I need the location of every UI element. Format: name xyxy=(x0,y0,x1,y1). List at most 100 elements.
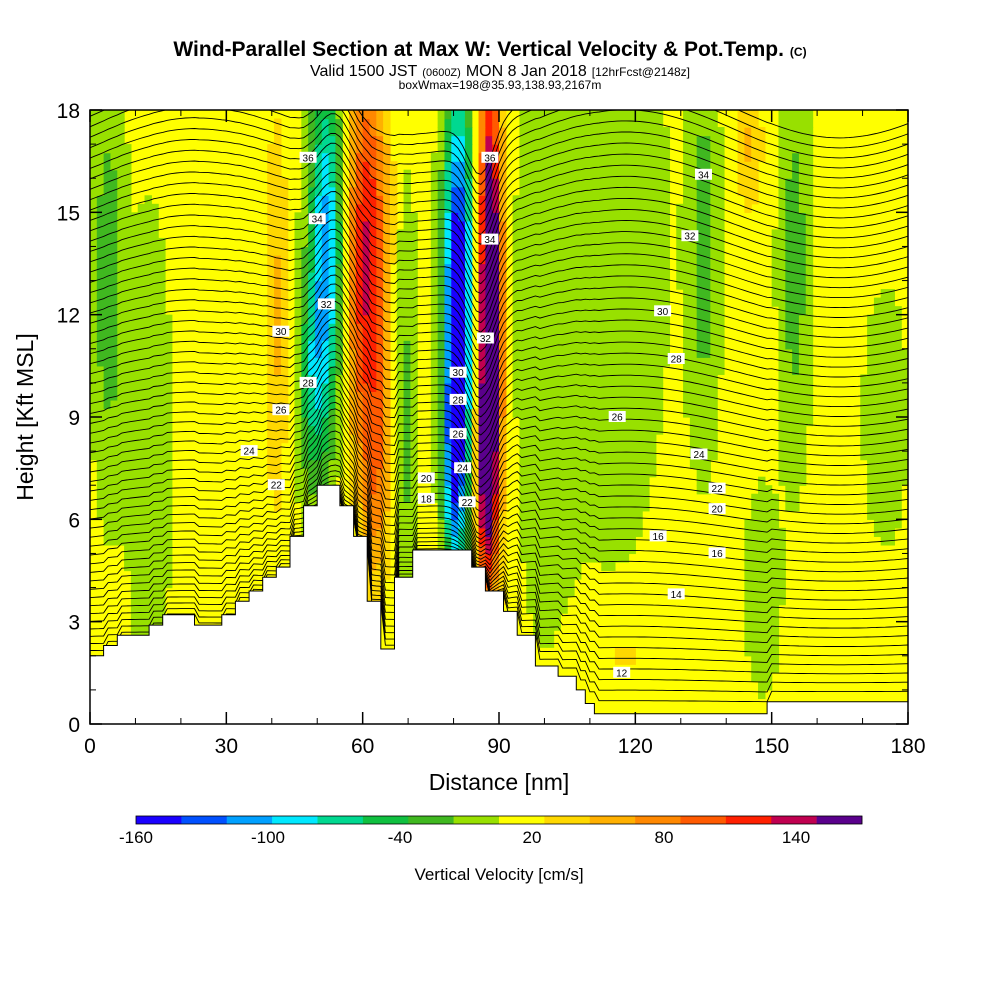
velocity-cell xyxy=(587,519,596,529)
velocity-cell xyxy=(410,417,418,427)
velocity-cell xyxy=(676,254,684,265)
velocity-cell xyxy=(396,459,405,469)
velocity-cell xyxy=(580,493,589,503)
velocity-cell xyxy=(526,306,534,316)
velocity-cell xyxy=(464,536,473,546)
velocity-cell xyxy=(376,289,384,299)
velocity-cell xyxy=(778,144,786,154)
velocity-cell xyxy=(294,434,302,444)
velocity-cell xyxy=(437,331,446,341)
velocity-cell xyxy=(519,152,527,162)
velocity-cell xyxy=(587,280,596,290)
velocity-cell xyxy=(151,348,159,358)
chart-title: Wind-Parallel Section at Max W: Vertical… xyxy=(173,38,806,61)
velocity-cell xyxy=(335,110,343,120)
velocity-cell xyxy=(573,519,582,529)
theta-contour-line xyxy=(90,200,908,304)
velocity-cell xyxy=(880,451,889,461)
velocity-cell xyxy=(628,331,636,341)
velocity-cell xyxy=(614,178,623,188)
velocity-cell xyxy=(587,254,596,265)
velocity-cell xyxy=(567,323,575,333)
velocity-cell xyxy=(533,493,541,503)
velocity-cell xyxy=(124,442,132,452)
velocity-cell xyxy=(499,254,507,265)
y-tick-label: 6 xyxy=(68,509,80,532)
velocity-cell xyxy=(383,391,391,401)
velocity-cell xyxy=(369,536,377,546)
velocity-cell xyxy=(90,118,98,128)
velocity-cell xyxy=(512,220,521,230)
velocity-cell xyxy=(369,263,377,273)
velocity-cell xyxy=(628,417,636,427)
velocity-cell xyxy=(587,331,596,341)
colorbar-swatch xyxy=(408,816,454,824)
velocity-cell xyxy=(771,536,780,546)
velocity-cell xyxy=(478,536,486,546)
velocity-cell xyxy=(717,357,725,367)
velocity-cell xyxy=(710,263,718,273)
velocity-cell xyxy=(601,118,609,128)
velocity-cell xyxy=(151,536,159,546)
velocity-cell xyxy=(437,425,446,435)
velocity-cell xyxy=(655,391,664,401)
velocity-cell xyxy=(587,289,596,299)
velocity-cell xyxy=(280,306,289,316)
velocity-cell xyxy=(539,272,548,282)
velocity-cell xyxy=(621,110,630,120)
velocity-cell xyxy=(451,203,459,213)
velocity-cell xyxy=(335,382,343,393)
velocity-cell xyxy=(901,365,908,375)
velocity-cell xyxy=(642,263,650,273)
velocity-cell xyxy=(267,348,275,358)
velocity-cell xyxy=(158,468,166,478)
velocity-cell xyxy=(621,544,630,555)
velocity-cell xyxy=(546,544,555,555)
y-tick-label: 3 xyxy=(68,612,80,635)
velocity-cell xyxy=(614,382,623,393)
velocity-cell xyxy=(873,476,882,486)
velocity-cell xyxy=(110,323,118,333)
velocity-cell xyxy=(587,365,596,375)
velocity-cell xyxy=(349,331,357,341)
velocity-cell xyxy=(580,536,589,546)
velocity-cell xyxy=(867,374,875,384)
velocity-cell xyxy=(144,348,152,358)
velocity-cell xyxy=(137,357,146,367)
velocity-cell xyxy=(321,272,330,282)
velocity-cell xyxy=(710,229,718,239)
velocity-cell xyxy=(662,272,671,282)
velocity-cell xyxy=(301,331,309,341)
velocity-cell xyxy=(137,348,146,358)
velocity-cell xyxy=(608,178,616,188)
velocity-cell xyxy=(308,110,316,120)
velocity-cell xyxy=(464,323,473,333)
velocity-cell xyxy=(478,280,486,290)
velocity-cell xyxy=(451,417,459,427)
theta-contour-line xyxy=(90,350,908,462)
velocity-cell xyxy=(587,536,596,546)
velocity-cell xyxy=(499,314,507,324)
velocity-cell xyxy=(349,246,357,256)
velocity-cell xyxy=(628,382,636,393)
velocity-cell xyxy=(642,382,650,393)
velocity-cell xyxy=(717,178,725,188)
velocity-cell xyxy=(560,604,568,614)
velocity-cell xyxy=(573,527,582,537)
velocity-cell xyxy=(410,485,418,495)
velocity-cell xyxy=(137,553,146,563)
velocity-cell xyxy=(696,442,705,452)
velocity-cell xyxy=(567,399,575,410)
velocity-cell xyxy=(601,357,609,367)
velocity-cell xyxy=(478,254,486,265)
velocity-cell xyxy=(867,382,875,393)
y-tick-label: 0 xyxy=(68,714,80,737)
velocity-cell xyxy=(703,144,711,154)
velocity-cell xyxy=(519,510,527,520)
velocity-cell xyxy=(587,527,596,537)
velocity-cell xyxy=(785,493,793,503)
velocity-cell xyxy=(560,186,568,196)
velocity-cell xyxy=(396,306,405,316)
velocity-cell xyxy=(533,280,541,290)
velocity-cell xyxy=(567,306,575,316)
